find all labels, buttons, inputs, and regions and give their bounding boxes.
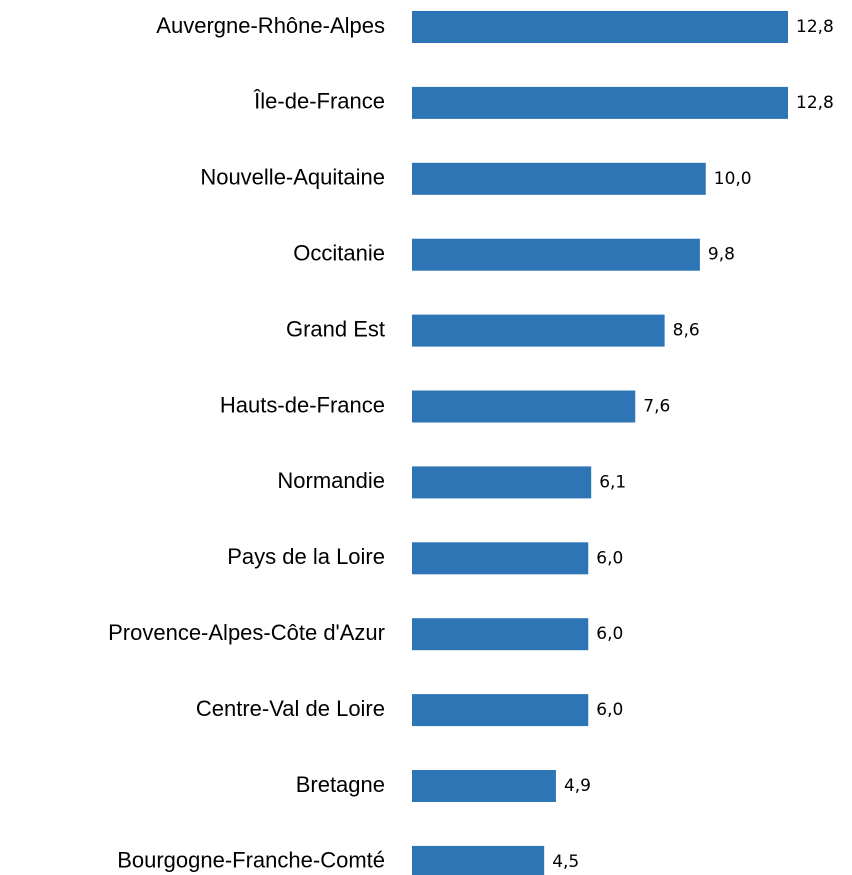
bar	[412, 618, 589, 651]
value-label: 4,5	[552, 852, 579, 872]
value-label: 6,0	[596, 548, 623, 568]
bar	[412, 238, 700, 271]
value-label: 9,8	[708, 245, 735, 265]
bar	[412, 694, 589, 727]
category-label: Bretagne	[296, 772, 385, 797]
value-label: 7,6	[643, 397, 670, 417]
bar	[412, 86, 788, 119]
bar	[412, 390, 636, 423]
category-label: Occitanie	[293, 241, 385, 266]
category-label: Auvergne-Rhône-Alpes	[156, 13, 385, 38]
category-label: Grand Est	[286, 316, 385, 341]
bar	[412, 845, 545, 875]
value-label: 6,1	[599, 472, 626, 492]
category-label: Nouvelle-Aquitaine	[200, 165, 385, 190]
value-label: 4,9	[564, 776, 591, 796]
bar	[412, 542, 589, 575]
category-label: Provence-Alpes-Côte d'Azur	[108, 620, 385, 645]
bar	[412, 162, 706, 195]
value-label: 12,8	[796, 93, 834, 113]
value-label: 10,0	[714, 169, 752, 189]
category-label: Île-de-France	[253, 89, 385, 114]
category-label: Normandie	[277, 468, 385, 493]
value-label: 8,6	[673, 321, 700, 341]
bar	[412, 770, 556, 802]
category-label: Centre-Val de Loire	[196, 696, 385, 721]
value-label: 12,8	[796, 17, 834, 37]
value-label: 6,0	[596, 700, 623, 720]
category-label: Hauts-de-France	[220, 392, 385, 417]
bar	[412, 466, 592, 499]
bar	[412, 314, 665, 347]
category-label: Pays de la Loire	[227, 544, 385, 569]
bar	[412, 11, 788, 43]
value-label: 6,0	[596, 624, 623, 644]
category-label: Bourgogne-Franche-Comté	[117, 848, 385, 873]
